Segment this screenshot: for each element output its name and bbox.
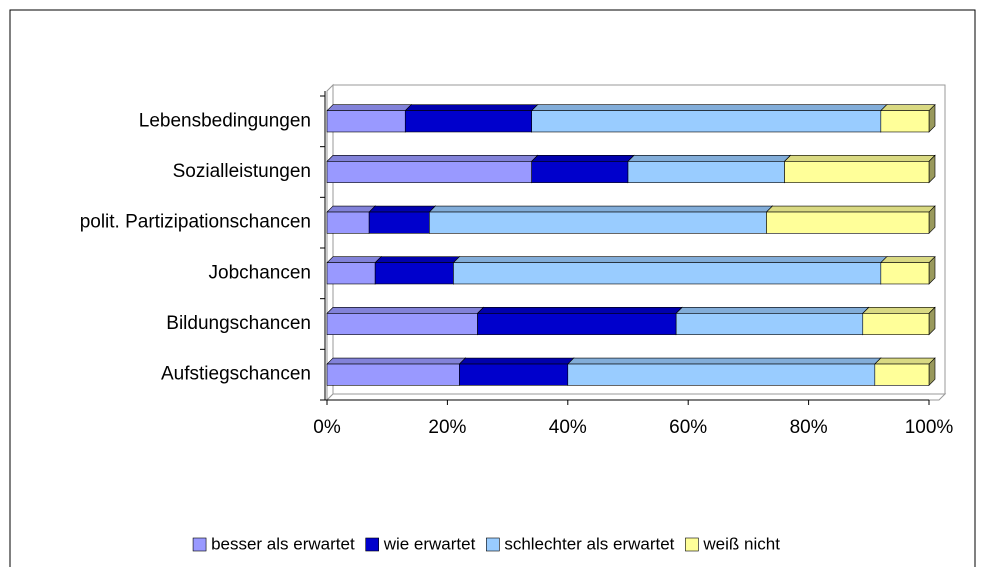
bar-segment	[326, 255, 382, 285]
x-tick-label: 100%	[905, 417, 954, 438]
bar-front	[675, 313, 864, 335]
bar-front	[326, 262, 376, 285]
bar-front	[374, 262, 454, 285]
bar-segment	[765, 205, 936, 235]
bar-segment	[880, 255, 936, 285]
bar-top	[368, 205, 437, 213]
bar-front	[326, 110, 406, 133]
bar-top	[404, 104, 539, 111]
bar-segment	[476, 306, 683, 336]
bar-segment	[675, 306, 870, 336]
bar-front	[567, 363, 876, 386]
bar-top	[675, 307, 870, 314]
bar-segment	[326, 154, 539, 184]
bar-segment	[374, 255, 461, 285]
bar-front	[784, 161, 930, 183]
legend-swatch	[365, 537, 379, 552]
bar-top	[880, 104, 936, 111]
y-tick-label: Bildungschancen	[166, 313, 311, 334]
y-tick-label: Jobchancen	[209, 262, 311, 283]
legend-swatch	[685, 537, 699, 552]
bar-front	[404, 110, 532, 133]
bar-segment	[458, 357, 575, 387]
bar-front	[326, 161, 532, 183]
bar-top	[428, 205, 774, 213]
bar-segment	[880, 103, 936, 133]
bar-segment	[530, 154, 635, 184]
bar-front	[326, 313, 478, 335]
bar-segment	[567, 357, 882, 387]
bar-front	[862, 313, 930, 335]
bar-top	[476, 307, 683, 314]
bar-top	[862, 307, 936, 314]
bar-segment	[783, 154, 936, 184]
bar-segment	[627, 154, 792, 184]
x-tick-label: 0%	[313, 417, 341, 438]
bar-top	[374, 256, 461, 263]
y-tick-label: Lebensbedingungen	[139, 110, 311, 131]
x-tick-label: 40%	[549, 417, 587, 438]
legend-label: schlechter als erwartet	[504, 534, 674, 553]
bar-front	[368, 211, 430, 234]
bar-top	[530, 155, 635, 162]
bar-front	[766, 211, 930, 234]
bar-segment	[326, 103, 412, 133]
bar-front	[326, 211, 370, 234]
bar-front	[429, 211, 767, 234]
bar-top	[530, 104, 888, 111]
bar-front	[880, 262, 930, 285]
bar-top	[326, 357, 467, 365]
legend-label: besser als erwartet	[211, 534, 355, 553]
bar-front	[477, 313, 677, 335]
floor	[325, 393, 947, 401]
bar-top	[765, 205, 936, 213]
bar-front	[531, 110, 882, 133]
y-tick-label: polit. Partizipationschancen	[80, 212, 311, 233]
bar-top	[874, 357, 936, 365]
bar-top	[783, 155, 936, 162]
bar-front	[326, 363, 460, 386]
bar-segment	[874, 357, 936, 387]
y-tick-label: Sozialleistungen	[173, 161, 311, 182]
legend: besser als erwartet wie erwartet schlechte…	[192, 534, 780, 553]
bar-top	[326, 256, 382, 263]
bar-segment	[452, 255, 888, 285]
bar-segment	[326, 306, 485, 336]
x-tick-label: 60%	[669, 417, 707, 438]
bar-segment	[428, 205, 774, 235]
legend-label: wie erwartet	[383, 534, 476, 553]
x-tick-label: 20%	[428, 417, 466, 438]
bar-segment	[862, 306, 936, 336]
legend-swatch	[486, 537, 500, 552]
bar-segment	[326, 357, 467, 387]
bar-segment	[326, 205, 376, 235]
bar-segment	[404, 103, 539, 133]
bar-segment	[530, 103, 888, 133]
bar-top	[452, 256, 888, 263]
legend-label: weiß nicht	[702, 534, 780, 553]
bar-front	[453, 262, 882, 285]
bar-front	[459, 363, 569, 386]
bar-front	[627, 161, 785, 183]
bar-top	[326, 205, 376, 213]
bar-top	[567, 357, 882, 365]
bar-front	[531, 161, 629, 183]
bar-top	[326, 104, 412, 111]
x-tick-label: 80%	[790, 417, 828, 438]
y-tick-label: Aufstiegschancen	[161, 364, 311, 385]
bar-top	[627, 155, 792, 162]
bar-front	[874, 363, 930, 386]
legend-swatch	[192, 537, 207, 552]
bar-top	[880, 256, 936, 263]
bar-top	[458, 357, 575, 365]
bar-top	[326, 155, 539, 162]
bar-top	[326, 307, 485, 314]
bar-segment	[368, 205, 437, 235]
bar-front	[880, 110, 930, 133]
